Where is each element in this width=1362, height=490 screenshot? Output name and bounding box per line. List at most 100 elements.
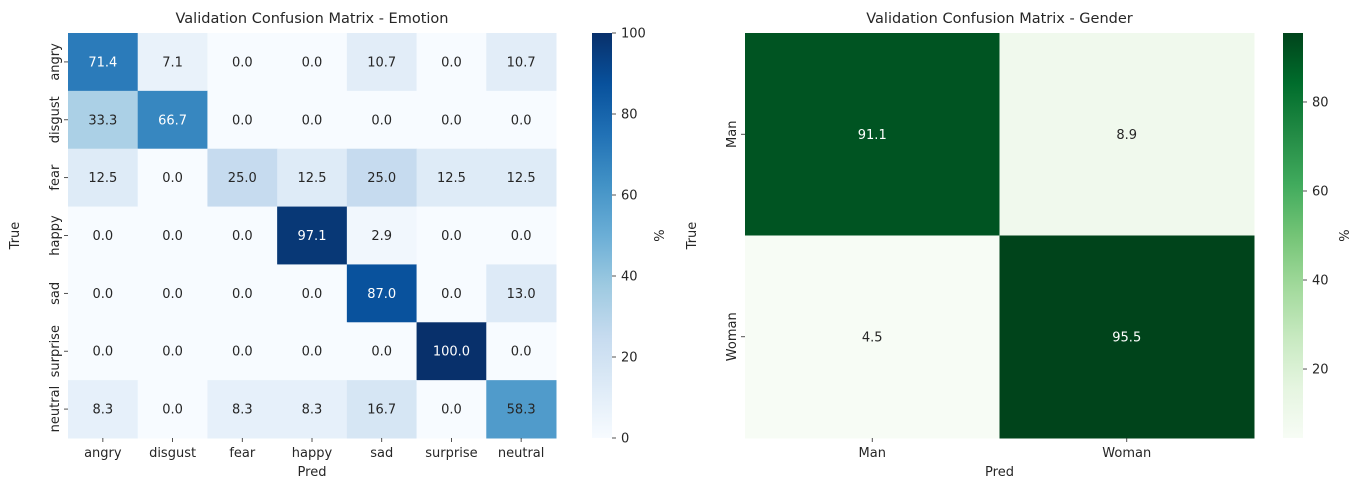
cell-value-label: 10.7 [367,55,396,70]
heatmap-cell [277,380,348,439]
gender-confusion-matrix-panel: Validation Confusion Matrix - Gender 91.1… [685,11,1353,480]
cell-value-label: 0.0 [93,345,114,360]
x-axis-label: Pred [985,465,1014,480]
heatmap-cell [486,148,557,208]
heatmap-cell [416,264,487,323]
heatmap-cell [207,148,278,208]
cell-value-label: 0.0 [232,229,253,244]
cell-value-label: 7.1 [162,55,183,70]
heatmap-cell [277,148,348,208]
cell-value-label: 2.9 [371,229,392,244]
cell-value-label: 0.0 [441,55,462,70]
heatmap-cell [207,206,278,265]
cell-value-label: 0.0 [162,229,183,244]
cell-value-label: 0.0 [93,229,114,244]
heatmap-cell [346,322,418,381]
cell-value-label: 12.5 [88,171,117,186]
heatmap-cell [137,148,208,208]
cell-value-label: 66.7 [158,113,187,128]
y-tick-label: disgust [48,96,63,143]
y-tick-label: angry [48,43,63,81]
y-tick-label: neutral [48,386,63,433]
heatmap-cell [416,33,487,92]
heatmap-cell [207,380,278,439]
cell-value-label: 8.3 [232,403,253,418]
cell-value-label: 33.3 [88,113,117,128]
x-tick-label: surprise [425,446,477,461]
cell-value-label: 0.0 [441,113,462,128]
heatmap-cell [207,322,278,381]
cell-value-label: 0.0 [371,345,392,360]
heatmap-cell [745,33,1000,236]
heatmap-cell [137,206,208,265]
cell-value-label: 97.1 [298,229,327,244]
cell-value-label: 0.0 [302,345,323,360]
heatmap-cell [416,148,487,208]
cell-value-label: 0.0 [162,345,183,360]
cell-value-label: 0.0 [441,229,462,244]
colorbar-tick-label: 20 [1312,363,1329,378]
cell-value-label: 12.5 [437,171,466,186]
cell-value-label: 0.0 [511,113,532,128]
heatmap-cell [137,33,208,92]
cell-value-label: 87.0 [367,287,396,302]
cell-value-label: 100.0 [433,345,470,360]
heatmap-cell [68,148,139,208]
colorbar-tick-label: 40 [621,270,638,285]
heatmap-cell [346,90,418,150]
x-tick-label: angry [84,446,122,461]
chart-title: Validation Confusion Matrix - Emotion [176,11,449,27]
cell-value-label: 25.0 [367,171,396,186]
y-tick-label: happy [48,215,63,256]
heatmap-cell [346,206,418,265]
cell-value-label: 8.3 [93,403,114,418]
colorbar-label: % [653,229,668,241]
y-tick-label: sad [48,282,63,305]
cell-value-label: 25.0 [228,171,257,186]
y-tick-label: fear [48,164,63,191]
heatmap-cell [68,322,139,381]
cell-value-label: 58.3 [507,403,536,418]
heatmap-cell [486,322,557,381]
heatmap-cell [137,90,208,150]
cell-value-label: 10.7 [507,55,536,70]
cell-value-label: 0.0 [93,287,114,302]
y-axis-label: True [8,222,23,251]
colorbar-tick-label: 0 [621,432,629,447]
x-tick-label: Woman [1102,446,1151,461]
colorbar-label: % [1338,229,1353,241]
heatmap-cell [68,206,139,265]
heatmap-cell [999,33,1255,236]
emotion-confusion-matrix-panel: Validation Confusion Matrix - Emotion 71.… [8,11,668,480]
heatmap-cell [346,33,418,92]
heatmap-cell [137,264,208,323]
cell-value-label: 0.0 [302,113,323,128]
heatmap-cell [277,322,348,381]
cell-value-label: 8.3 [302,403,323,418]
colorbar-tick-label: 40 [1312,274,1329,289]
heatmap-cell [68,380,139,439]
y-axis-label: True [685,222,700,251]
cell-value-label: 0.0 [232,345,253,360]
heatmap-cell [277,264,348,323]
cell-value-label: 12.5 [507,171,536,186]
colorbar-tick-label: 60 [621,189,638,204]
cell-value-label: 0.0 [162,287,183,302]
cell-value-label: 0.0 [441,403,462,418]
cell-value-label: 0.0 [441,287,462,302]
cell-value-label: 0.0 [162,403,183,418]
cell-value-label: 91.1 [858,128,887,143]
heatmap-cell [68,264,139,323]
cell-value-label: 0.0 [232,113,253,128]
cell-value-label: 12.5 [298,171,327,186]
heatmap-cell [137,380,208,439]
cell-value-label: 0.0 [162,171,183,186]
cell-value-label: 71.4 [88,55,117,70]
cell-value-label: 0.0 [232,55,253,70]
cell-value-label: 0.0 [232,287,253,302]
cell-value-label: 95.5 [1112,330,1141,345]
colorbar-tick-label: 80 [1312,95,1329,110]
colorbar-tick-label: 80 [621,108,638,123]
colorbar-tick-label: 60 [1312,184,1329,199]
